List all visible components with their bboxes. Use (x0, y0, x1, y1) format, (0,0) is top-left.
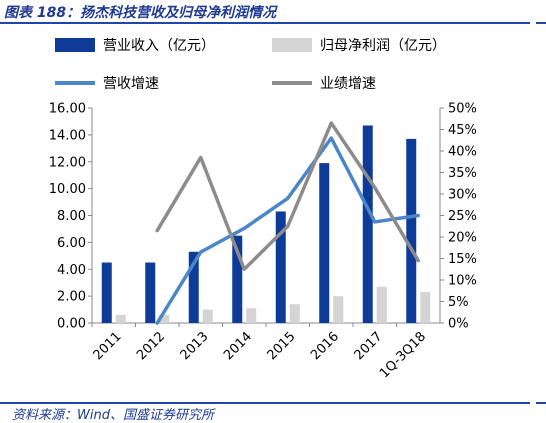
legend-label: 营业收入（亿元） (103, 38, 215, 54)
revenue-bar (145, 262, 156, 323)
y-right-tick-label: 20% (448, 231, 477, 246)
x-tick-label: 2016 (308, 329, 342, 363)
y-right-tick-label: 40% (448, 145, 477, 160)
net-profit-bar (289, 304, 300, 323)
y-left-tick-label: 2.00 (57, 290, 86, 305)
x-tick-label: 2015 (265, 329, 299, 363)
bottom-rule-right (536, 402, 546, 404)
bottom-rule (0, 402, 530, 404)
revenue-bar (362, 125, 373, 323)
y-left-tick-label: 10.00 (49, 182, 86, 197)
revenue-bar (319, 163, 330, 323)
legend-label: 业绩增速 (320, 76, 376, 92)
revenue-bar (101, 262, 112, 323)
y-right-tick-label: 10% (448, 274, 477, 289)
net-profit-bar (159, 314, 170, 323)
top-rule (0, 22, 530, 24)
revenue-profit-chart: 0.00 2.00 4.00 6.00 8.00 10.00 12.00 14.00 16.00… (49, 37, 477, 381)
y-right-tick-label: 30% (448, 188, 477, 203)
y-left-tick-label: 16.00 (49, 102, 86, 117)
profit-growth-line (155, 121, 420, 271)
y-left-tick-label: 14.00 (49, 128, 86, 143)
y-left-tick-label: 6.00 (57, 236, 86, 251)
figure-title: 图表 188：扬杰科技营收及归母净利润情况 (4, 5, 277, 21)
legend-label: 营收增速 (103, 76, 159, 92)
top-rule-right (536, 22, 546, 24)
y-left-tick-label: 4.00 (57, 263, 86, 278)
x-tick-label: 2013 (178, 329, 212, 363)
revenue-bar (275, 211, 286, 323)
net-profit-bar (376, 286, 387, 323)
legend-swatch-revenue (55, 38, 95, 52)
revenue-bar (406, 138, 417, 323)
net-profit-bar (333, 296, 344, 323)
source-note: 资料来源：Wind、国盛证券研究所 (12, 408, 214, 423)
revenue-growth-line (155, 136, 420, 325)
x-tick-label: 1Q-3Q18 (377, 329, 429, 381)
x-tick-label: 2011 (91, 329, 125, 363)
net-profit-bar (202, 309, 213, 323)
y-right-tick-label: 45% (448, 123, 477, 138)
y-right-tick-label: 35% (448, 166, 477, 181)
legend-label: 归母净利润（亿元） (320, 37, 446, 54)
x-tick-label: 2014 (221, 329, 255, 363)
y-left-tick-label: 8.00 (57, 209, 86, 224)
revenue-bar (188, 251, 199, 323)
net-profit-bar (420, 292, 431, 323)
y-left-tick-label: 12.00 (49, 155, 86, 170)
x-tick-label: 2012 (134, 329, 168, 363)
y-left-tick-label: 0.00 (57, 317, 86, 332)
net-profit-bar (115, 314, 126, 323)
y-right-tick-label: 0% (448, 317, 469, 332)
y-right-tick-label: 5% (448, 295, 469, 310)
y-right-tick-label: 50% (448, 102, 477, 117)
y-right-tick-label: 25% (448, 209, 477, 224)
legend-swatch-net-profit (272, 38, 312, 52)
net-profit-bar (246, 308, 257, 323)
y-right-tick-label: 15% (448, 252, 477, 267)
revenue-bar (232, 235, 243, 323)
x-tick-label: 2017 (352, 329, 386, 363)
